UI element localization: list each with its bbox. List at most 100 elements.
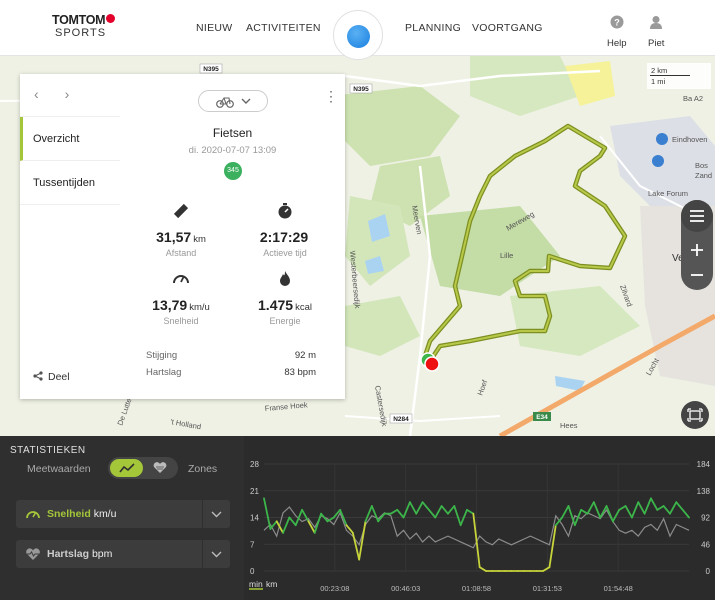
place-label: De Lutte	[115, 397, 133, 427]
speed-segment	[573, 508, 583, 527]
bicycle-icon	[216, 97, 234, 108]
speed-segment	[415, 501, 424, 515]
select-caret[interactable]	[202, 500, 230, 528]
nav-item-activiteiten[interactable]: ACTIVITEITEN	[246, 22, 321, 34]
tab-tussentijden[interactable]: Tussentijden	[20, 161, 120, 205]
zoom-in-icon[interactable]	[690, 243, 704, 257]
svg-text:E34: E34	[536, 414, 548, 421]
y-right-tick-label: 0	[706, 567, 711, 576]
x-tick-label: 01:31:53	[533, 584, 562, 593]
tab-overzicht[interactable]: Overzicht	[20, 117, 120, 161]
road	[344, 415, 501, 423]
nav-item-planning[interactable]: PLANNING	[405, 22, 462, 34]
y-left-tick-label: 28	[250, 460, 259, 469]
x-unit-min[interactable]: min	[249, 579, 263, 589]
logo-mark-icon	[106, 14, 116, 23]
speed-segment	[389, 508, 399, 515]
view-mode-toggle[interactable]	[108, 457, 178, 479]
activity-summary-panel: ‹ › Overzicht Tussentijden ⋮ Fietsen di.…	[20, 74, 345, 399]
fit-route-button[interactable]	[681, 401, 709, 429]
x-unit-km[interactable]: km	[266, 579, 277, 589]
toggle-option-measurements[interactable]	[110, 459, 143, 477]
speed-segment	[408, 501, 418, 515]
speed-segment	[294, 508, 303, 527]
road-label-n395-1: N395	[199, 63, 223, 74]
logo-text-tomtom: TOMTOM	[52, 13, 106, 27]
route-line[interactable]	[424, 125, 626, 362]
statistics-chart[interactable]: 28 21 14 7 0 184 138 92 46 0 00:23:08 00:46:03 01:…	[244, 436, 715, 600]
user-icon[interactable]	[649, 15, 663, 29]
heart-zones-icon[interactable]	[153, 462, 167, 474]
place-label: Bos	[695, 161, 708, 170]
speed-segment	[402, 501, 411, 519]
panel-tabs: Overzicht Tussentijden	[20, 116, 120, 205]
airport-icon	[656, 133, 668, 145]
speed-segment	[618, 505, 627, 511]
speed-segment	[434, 505, 443, 519]
stat-label: Stijging	[146, 350, 178, 361]
nav-item-voortgang[interactable]: VOORTGANG	[472, 22, 543, 34]
speed-segment	[396, 508, 405, 519]
share-button[interactable]: Deel	[33, 371, 70, 383]
speed-segment	[351, 531, 361, 561]
metric-label: Afstand	[165, 248, 197, 258]
speed-segment	[339, 508, 348, 527]
tomtom-sports-logo[interactable]: TOMTOM SPORTS	[52, 13, 122, 43]
speed-segment	[358, 520, 367, 561]
finish-marker-icon[interactable]	[424, 356, 440, 372]
metric-label: Actieve tijd	[263, 248, 307, 258]
help-icon[interactable]: ?	[610, 15, 624, 29]
sync-orb-button[interactable]	[333, 10, 383, 60]
road	[344, 69, 601, 88]
road	[408, 165, 432, 436]
activity-badge: 345	[224, 162, 242, 180]
nav-item-nieuw[interactable]: NIEUW	[196, 22, 233, 34]
place-label: Ba A2	[683, 94, 703, 103]
speed-segment	[370, 505, 380, 523]
select-caret[interactable]	[202, 540, 230, 568]
speed-segment	[307, 520, 316, 534]
chart-grid	[264, 463, 689, 572]
zoom-out-icon[interactable]	[690, 268, 704, 282]
stat-row-stijging: Stijging 92 m	[146, 350, 316, 361]
more-options-icon[interactable]: ⋮	[324, 88, 338, 104]
y-left-tick-label: 21	[250, 487, 259, 496]
metric-unit: km	[193, 234, 206, 245]
toggle-label-zones[interactable]: Zones	[188, 463, 218, 475]
select-metric-unit: km/u	[93, 508, 117, 520]
speed-segment	[681, 508, 690, 519]
prev-activity-icon[interactable]: ‹	[34, 86, 39, 102]
metric-select-heartrate[interactable]: Hartslag bpm	[16, 540, 230, 568]
x-axis: 00:23:08 00:46:03 01:08:58 01:31:53 01:54:48	[320, 584, 633, 593]
speed-segment	[478, 566, 487, 572]
user-name-label[interactable]: Piet	[648, 38, 665, 49]
water-area	[365, 256, 384, 274]
speed-series	[263, 497, 690, 572]
logo-text-sports: SPORTS	[55, 27, 107, 39]
place-label: Castersedijk	[373, 385, 389, 427]
forest-area	[345, 296, 420, 356]
map-canvas: N395 N395 N284 E34 Meerven Mereweg Lille…	[0, 56, 715, 436]
help-label[interactable]: Help	[607, 38, 627, 49]
y-right-tick-label: 92	[701, 514, 710, 523]
speed-segment	[567, 505, 576, 527]
stat-row-hartslag: Hartslag 83 bpm	[146, 367, 316, 378]
water-area	[368, 214, 390, 242]
speedometer-icon	[173, 275, 189, 284]
road	[599, 135, 701, 217]
sport-type-select[interactable]	[198, 90, 268, 112]
next-activity-icon[interactable]: ›	[64, 86, 70, 102]
place-label: Eindhoven	[672, 135, 707, 144]
speed-segment	[269, 520, 278, 530]
speed-segment	[326, 516, 335, 523]
speed-segment	[428, 508, 437, 519]
metric-label: Snelheid	[163, 316, 199, 326]
speed-segment	[586, 501, 595, 515]
y-left-tick-label: 0	[250, 567, 255, 576]
x-tick-label: 00:46:03	[391, 584, 420, 593]
stat-value: 83 bpm	[284, 367, 316, 378]
toggle-label-meetwaarden[interactable]: Meetwaarden	[27, 463, 91, 475]
metric-select-speed[interactable]: Snelheid km/u	[16, 500, 230, 528]
flame-icon	[280, 271, 290, 286]
layers-button[interactable]	[681, 200, 713, 232]
